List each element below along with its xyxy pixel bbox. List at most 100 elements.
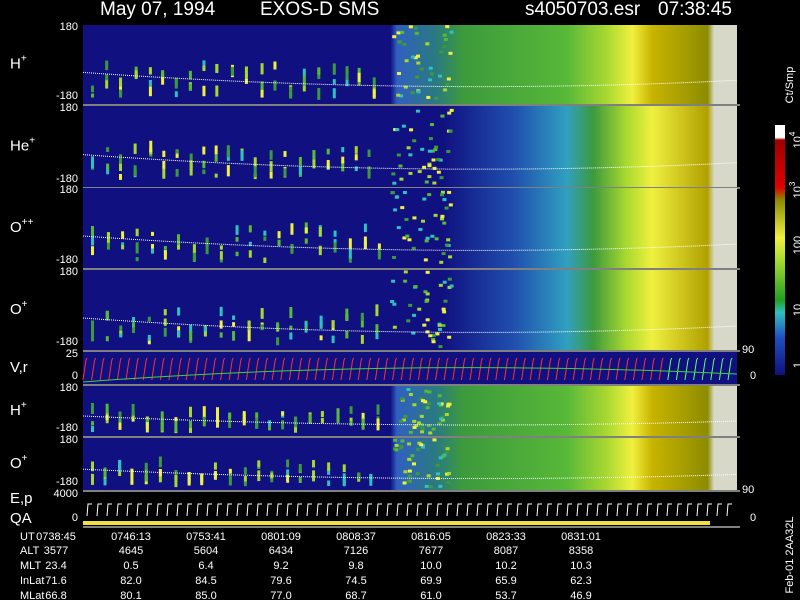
spectrogram-speck: [434, 145, 439, 149]
spectrogram-streak: [320, 418, 324, 424]
spectrogram-speck: [438, 484, 443, 488]
spectrogram-streak: [269, 150, 273, 160]
spectrogram-speck: [402, 481, 407, 485]
spectrogram-streak: [147, 316, 151, 322]
spectrogram-speck: [400, 30, 405, 34]
spectrogram-speck: [440, 415, 445, 419]
spectrogram-streak: [333, 239, 337, 245]
spectrogram-streak: [327, 480, 331, 486]
spectrogram-streak: [345, 308, 349, 321]
spectrogram-streak: [106, 232, 110, 243]
spectrogram-speck: [441, 307, 446, 311]
spectrogram-streak: [118, 420, 122, 430]
color-bar-unit: Ct/Smp: [784, 67, 796, 104]
spectrogram-speck: [441, 252, 446, 256]
spectrogram-streak: [372, 77, 376, 88]
spectrogram-streak: [304, 227, 308, 234]
panel-label-text: O: [10, 301, 22, 318]
spectrogram-speck: [425, 318, 430, 322]
spectrogram-streak: [289, 306, 293, 319]
spectrogram-speck: [425, 42, 430, 46]
spectrogram-streak: [219, 258, 223, 263]
table-cell: 0746:13: [111, 531, 151, 543]
spectrogram-streak: [130, 480, 134, 485]
spectrogram-streak: [135, 228, 139, 237]
spectrogram-streak: [243, 475, 247, 484]
spectrogram-streak: [298, 463, 302, 472]
spectrogram-speck: [395, 195, 400, 199]
spectrogram-speck: [391, 279, 396, 283]
spectrogram-speck: [441, 323, 446, 327]
spectrogram-speck: [416, 61, 421, 65]
spectrogram-speck: [403, 414, 408, 418]
pitch-trace: [82, 367, 738, 383]
spectrogram-speck: [418, 227, 423, 231]
spectrogram-streak: [312, 150, 316, 161]
spectrogram-speck: [422, 165, 427, 169]
spectrogram-speck: [408, 25, 413, 29]
spectrogram-streak: [219, 306, 223, 317]
spectrogram-streak: [232, 315, 236, 320]
spectrogram-streak: [145, 422, 149, 433]
table-cell: 68.7: [345, 590, 366, 600]
spectrogram-streak: [119, 161, 123, 171]
spectrogram-speck: [440, 114, 445, 118]
spectrogram-streak: [148, 79, 152, 87]
table-cell: 23.4: [45, 560, 66, 572]
spectrogram-streak: [336, 408, 340, 417]
spectrogram-speck: [415, 75, 420, 79]
spectrogram-speck: [399, 94, 404, 98]
spectrogram-streak: [214, 173, 218, 178]
spectrogram-speck: [404, 218, 409, 222]
spectrogram-streak: [151, 247, 155, 254]
trajectory-line: [82, 71, 738, 88]
spectrogram-streak: [135, 257, 139, 262]
energy-trace: [86, 503, 732, 517]
spectrogram-streak: [91, 473, 94, 485]
spectrogram-streak: [202, 85, 206, 97]
spectrogram-speck: [402, 236, 407, 240]
y-tick-label: 0: [72, 370, 78, 382]
spectrogram-speck: [396, 31, 401, 35]
trajectory-line: [82, 235, 738, 251]
spectrogram-speck: [408, 392, 413, 396]
spectrogram-streak: [91, 421, 94, 426]
table-cell: 82.0: [120, 575, 141, 587]
spectrogram-speck: [449, 284, 454, 288]
spectrogram-streak: [161, 73, 165, 85]
spectrogram-streak: [131, 413, 135, 420]
spectrogram-speck: [428, 78, 433, 82]
spectrogram-streak: [214, 145, 218, 155]
y2-tick-label: 0: [750, 370, 756, 382]
spectrogram-streak: [243, 481, 247, 487]
spectrogram-speck: [439, 50, 444, 54]
table-cell: 6434: [269, 545, 293, 557]
spectrogram-streak: [319, 335, 323, 341]
table-cell: 0738:45: [36, 531, 76, 543]
spectrogram-streak: [177, 242, 181, 250]
table-cell: 69.9: [420, 575, 441, 587]
panel-label: He+: [10, 135, 35, 154]
spectrogram-streak: [162, 150, 166, 157]
table-cell: 0801:09: [261, 531, 301, 543]
spectrogram-streak: [276, 337, 280, 346]
spectrogram-streak: [260, 308, 264, 319]
spectrogram-streak: [253, 166, 257, 177]
spectrogram-speck: [447, 285, 452, 289]
table-cell: 9.8: [348, 560, 363, 572]
spectrogram-streak: [91, 235, 94, 246]
spectrogram-streak: [235, 251, 239, 257]
spectrogram-streak: [294, 421, 298, 433]
spectrogram-speck: [449, 108, 454, 112]
spectrogram-streak: [103, 467, 107, 478]
spectrogram-streak: [375, 304, 379, 317]
spectrogram-speck: [442, 221, 447, 225]
spectrogram-speck: [403, 85, 408, 89]
spectrogram-speck: [400, 439, 405, 443]
spectrogram-streak: [105, 60, 109, 71]
color-bar-tick: 1: [792, 362, 800, 368]
table-cell: 80.1: [120, 590, 141, 600]
spectrogram-streak: [349, 406, 353, 414]
spectrogram-speck: [416, 90, 421, 94]
panel-label: V,r: [10, 359, 28, 376]
